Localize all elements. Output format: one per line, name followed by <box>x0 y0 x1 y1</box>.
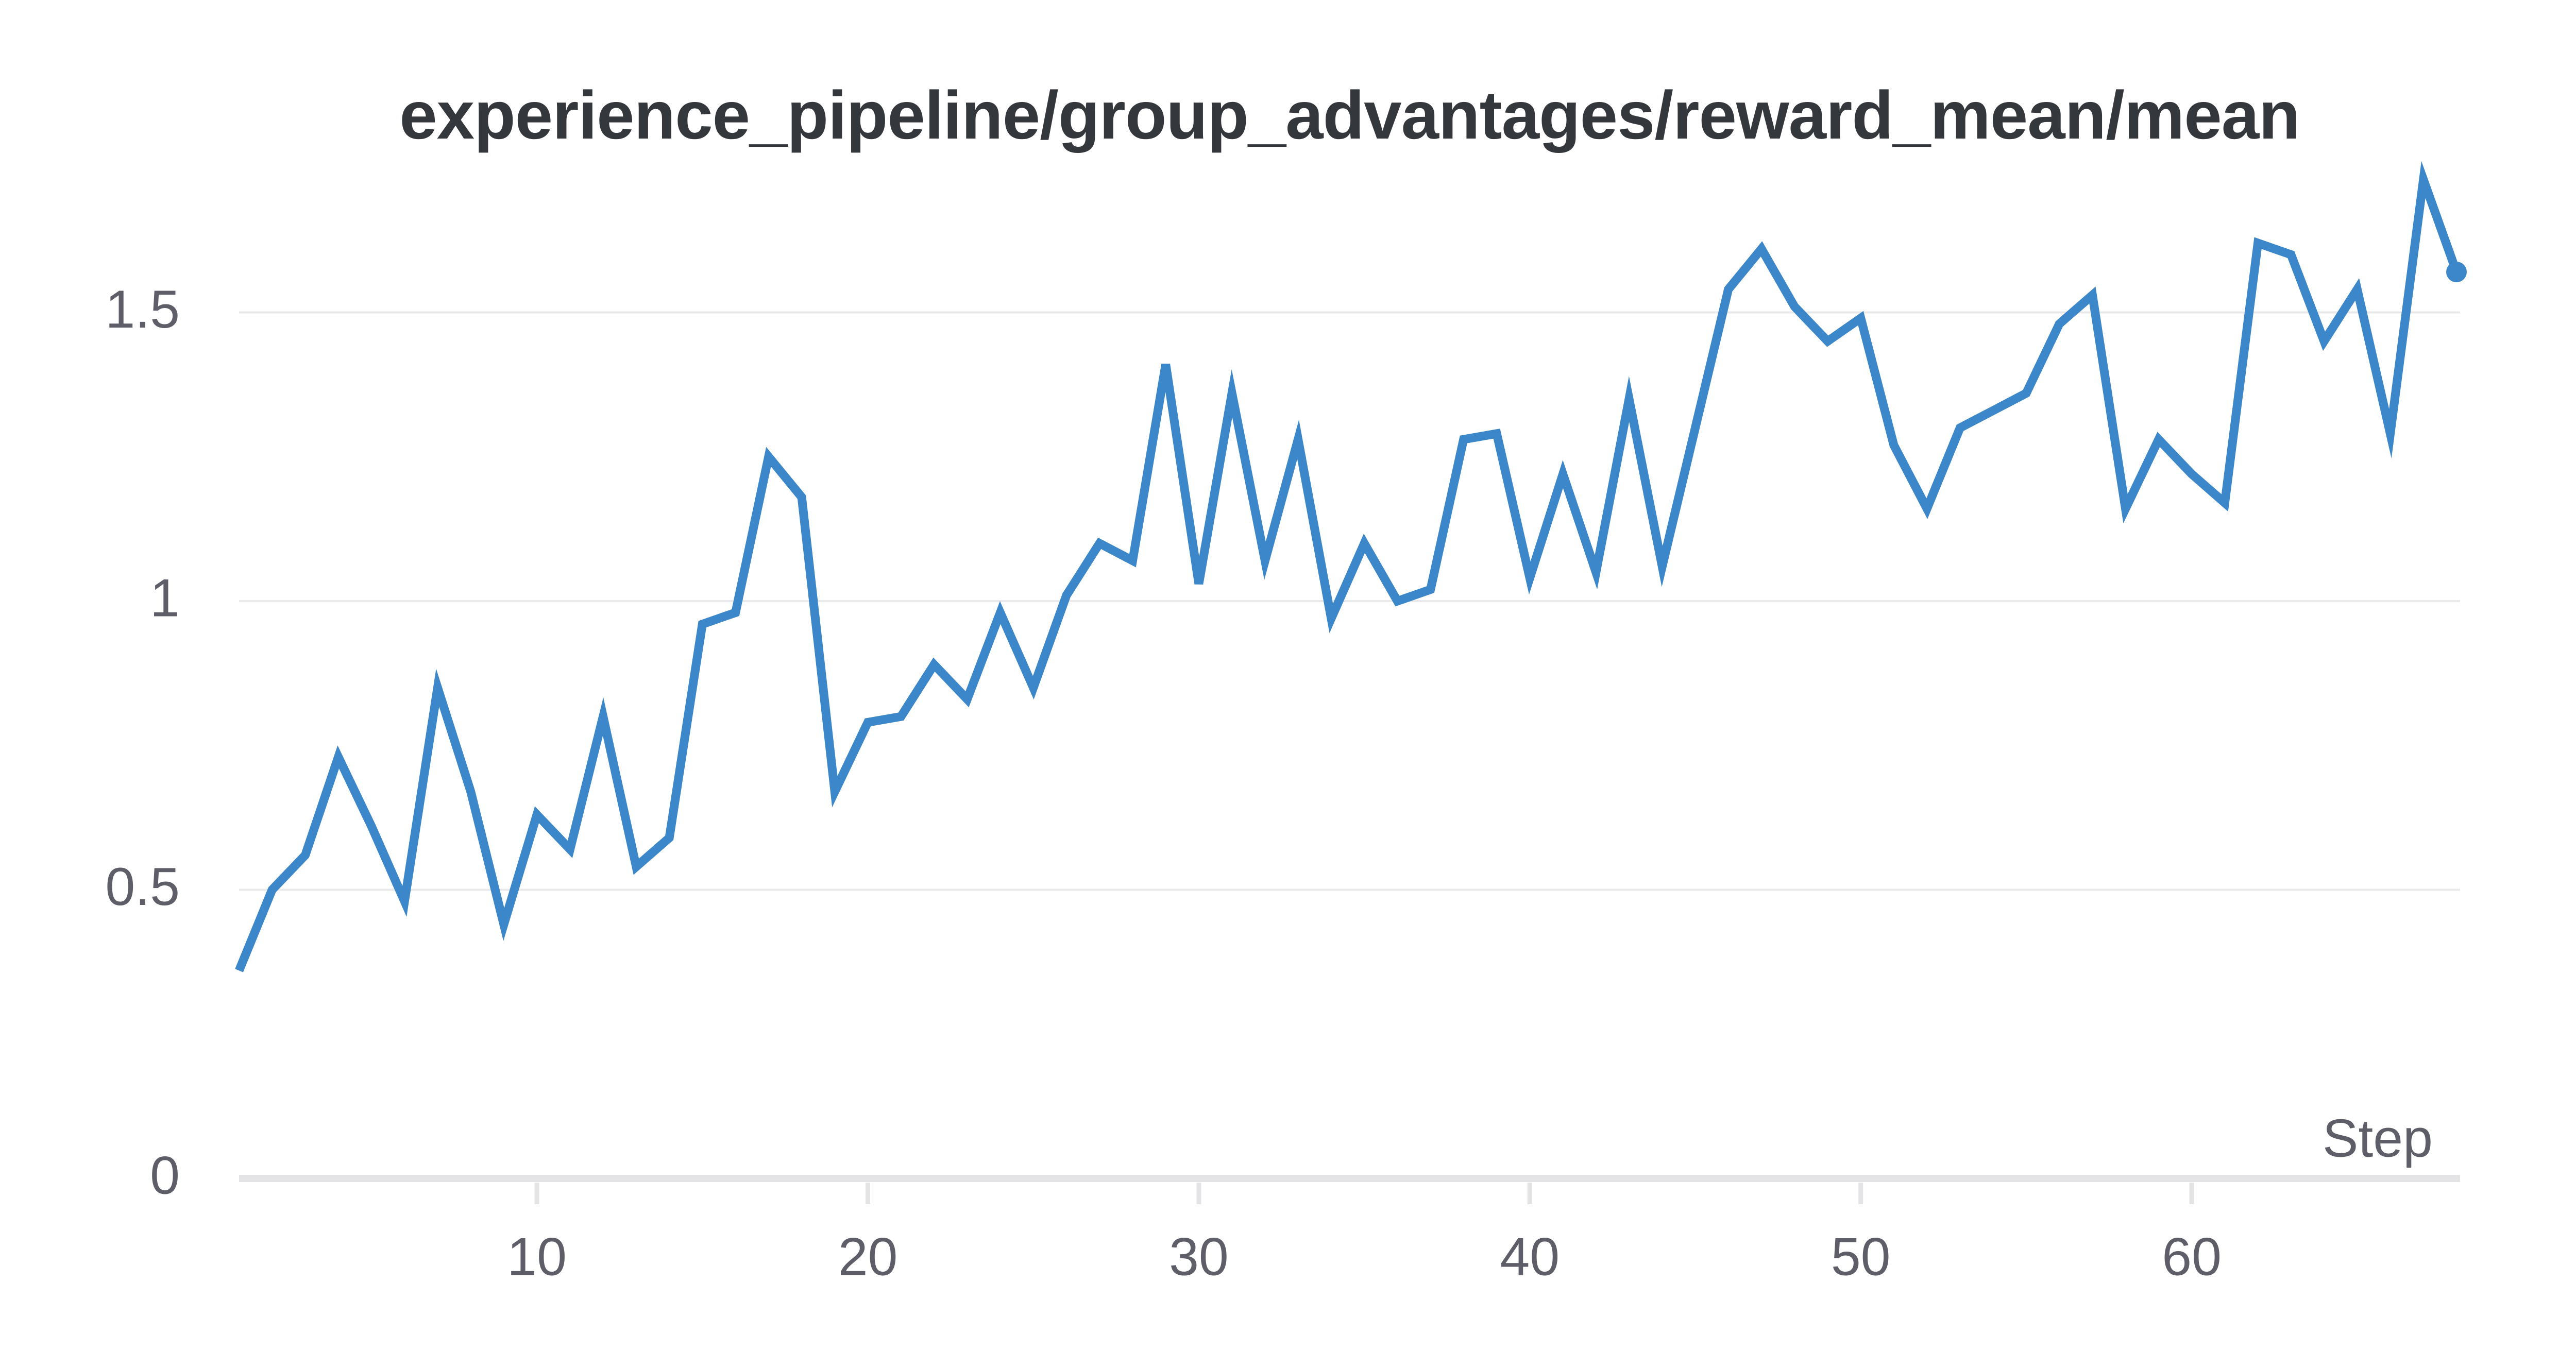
series-line <box>235 161 2461 972</box>
y-axis-tick-label: 0 <box>150 1145 180 1205</box>
x-axis-tick-label: 20 <box>838 1227 898 1287</box>
x-axis-tick-label: 10 <box>507 1227 567 1287</box>
x-axis-line <box>239 1175 2460 1182</box>
chart-title: experience_pipeline/group_advantages/rew… <box>399 77 2300 153</box>
x-axis-tick-label: 40 <box>1500 1227 1560 1287</box>
x-axis-tick-label: 60 <box>2162 1227 2222 1287</box>
y-axis-tick-label: 1 <box>150 568 180 628</box>
y-axis-tick-label: 1.5 <box>105 280 180 339</box>
x-axis-tick-label: 50 <box>1831 1227 1891 1287</box>
y-axis-tick-label: 0.5 <box>105 857 180 917</box>
x-axis-tick-label: 30 <box>1169 1227 1229 1287</box>
last-point-dot <box>2446 262 2467 283</box>
x-axis-title: Step <box>2323 1108 2433 1168</box>
